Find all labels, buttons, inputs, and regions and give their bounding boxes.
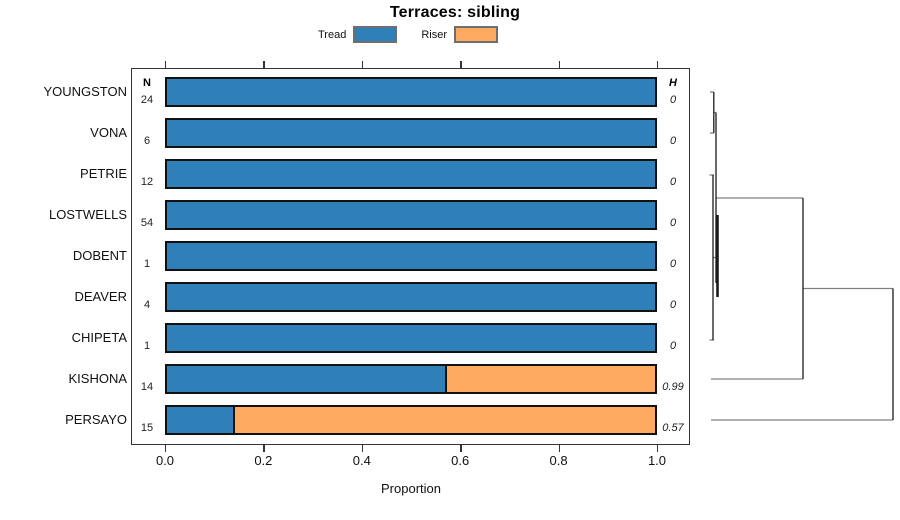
axis-tick-label: 0.8	[549, 453, 568, 468]
bar-segment-tread	[167, 407, 233, 433]
category-label: DEAVER	[74, 289, 128, 304]
axis-tick-label: 0.2	[254, 453, 273, 468]
n-value: 15	[140, 422, 154, 434]
axis-tick-top	[263, 61, 265, 68]
n-column-header: N	[143, 77, 151, 89]
axis-tick-label: 1.0	[647, 453, 667, 468]
h-value: 0	[669, 217, 677, 229]
bar-segment-tread	[167, 284, 655, 310]
h-value: 0	[669, 135, 677, 147]
legend: Tread Riser	[318, 26, 498, 43]
plot-area-frame	[131, 68, 690, 445]
axis-tick-top	[558, 61, 560, 68]
legend-item-tread: Tread	[318, 26, 398, 43]
bar-segment-riser	[445, 366, 655, 392]
legend-item-riser: Riser	[421, 26, 498, 43]
bar-segment-tread	[167, 366, 446, 392]
axis-tick-bottom	[657, 445, 659, 452]
h-value: 0.99	[662, 381, 684, 393]
bar-row	[165, 282, 657, 312]
h-value: 0	[669, 340, 677, 352]
category-label: KISHONA	[68, 371, 127, 386]
axis-tick-top	[657, 61, 659, 68]
bar-row	[165, 159, 657, 189]
axis-tick-bottom	[460, 445, 462, 452]
bar-segment-tread	[167, 120, 655, 146]
axis-tick-label: 0.6	[451, 453, 470, 468]
h-value: 0	[669, 176, 677, 188]
h-value: 0.57	[662, 422, 684, 434]
dendrogram-horizontal-links	[709, 91, 893, 421]
bar-row	[165, 364, 657, 394]
n-value: 6	[143, 135, 151, 147]
legend-swatch-tread-icon	[353, 26, 398, 43]
n-value: 4	[143, 299, 151, 311]
bar-segment-riser	[232, 407, 655, 433]
category-label: YOUNGSTON	[43, 84, 127, 99]
n-value: 14	[140, 381, 154, 393]
bar-segment-tread	[167, 243, 655, 269]
h-value: 0	[669, 258, 677, 270]
legend-label-tread: Tread	[318, 28, 347, 41]
axis-tick-bottom	[361, 445, 364, 452]
n-value: 24	[140, 94, 154, 106]
bar-row	[165, 118, 657, 148]
bar-row	[165, 323, 657, 353]
x-axis-title: Proportion	[381, 481, 441, 496]
n-value: 54	[140, 217, 154, 229]
n-value: 1	[143, 340, 151, 352]
axis-tick-top	[460, 61, 462, 68]
bar-row	[165, 241, 657, 271]
n-value: 12	[140, 176, 154, 188]
bar-segment-tread	[167, 79, 655, 105]
chart-title: Terraces: sibling	[389, 4, 521, 21]
n-value: 1	[143, 258, 151, 270]
axis-tick-top	[361, 61, 364, 68]
axis-tick-label: 0.4	[352, 453, 371, 468]
category-label: CHIPETA	[71, 330, 127, 345]
bar-row	[165, 200, 657, 230]
category-label: DOBENT	[72, 248, 127, 263]
dendrogram-vertical-links	[712, 92, 894, 420]
axis-tick-top	[165, 61, 167, 68]
axis-tick-bottom	[558, 445, 560, 452]
h-column-header: H	[669, 77, 677, 89]
axis-tick-label: 0.0	[155, 453, 175, 468]
bar-segment-tread	[167, 202, 655, 228]
h-value: 0	[669, 299, 677, 311]
axis-tick-bottom	[165, 445, 167, 452]
axis-tick-bottom	[263, 445, 265, 452]
category-label: VONA	[90, 125, 127, 140]
h-value: 0	[669, 94, 677, 106]
bar-row	[165, 405, 657, 435]
bar-segment-tread	[167, 161, 655, 187]
category-label: PERSAYO	[65, 412, 127, 427]
bar-row	[165, 77, 657, 107]
category-label: LOSTWELLS	[48, 207, 127, 222]
category-label: PETRIE	[80, 166, 127, 181]
legend-label-riser: Riser	[421, 28, 447, 41]
legend-swatch-riser-icon	[454, 26, 498, 43]
bar-segment-tread	[167, 325, 655, 351]
